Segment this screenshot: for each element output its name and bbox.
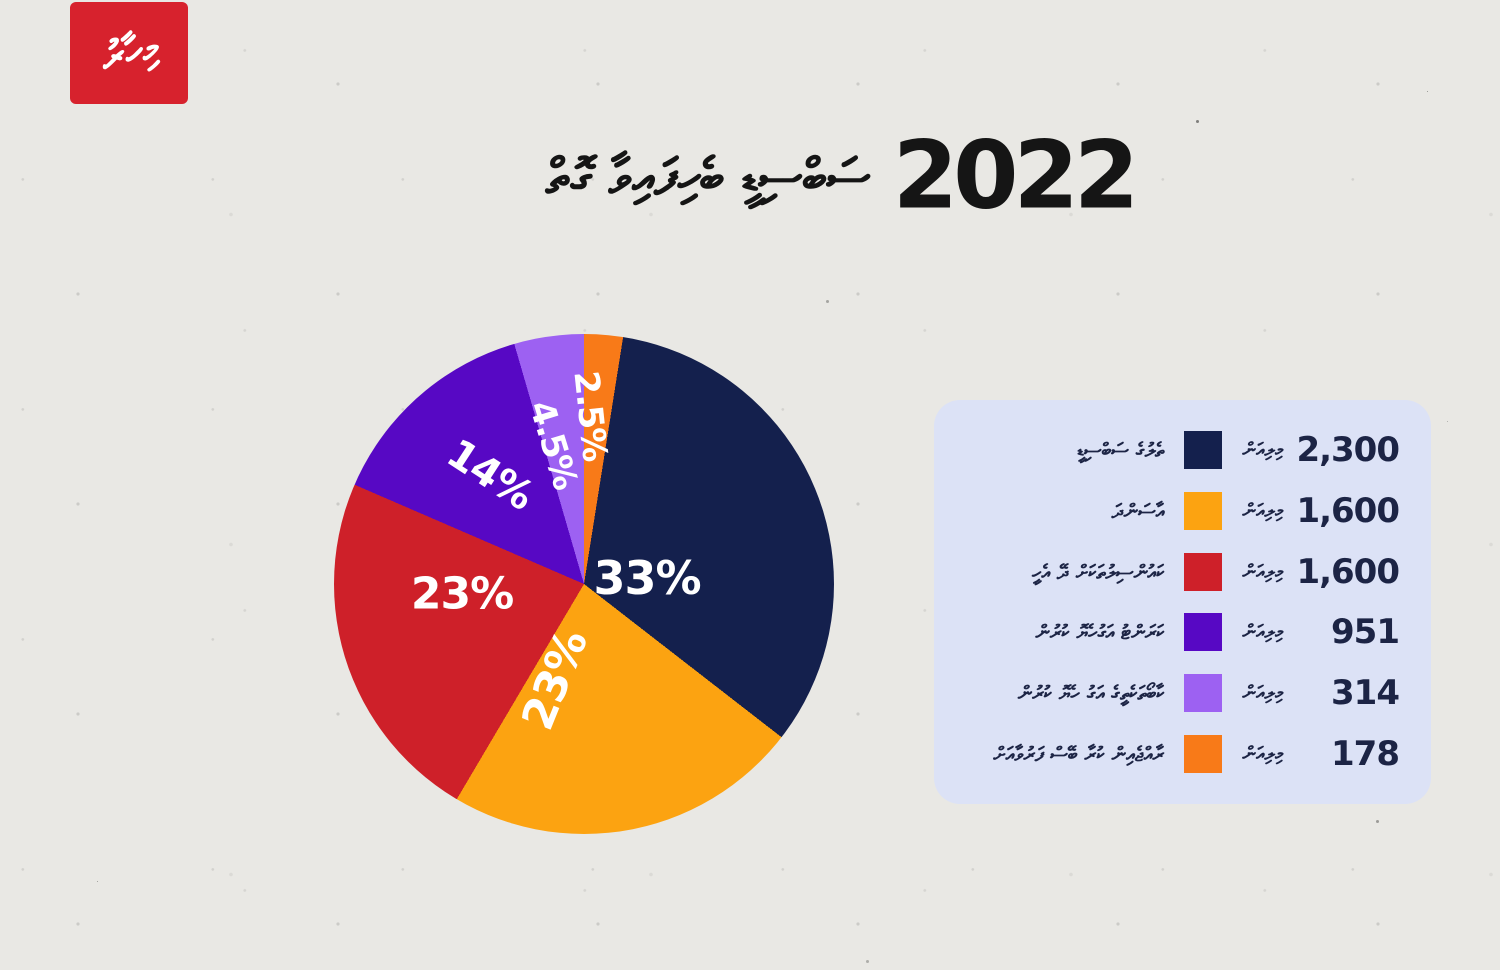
pie-slice-percent-label: 33% [593,551,701,605]
legend-row: 1,600 މިލިއަން ކައުންސިލުތަކަށް ދޭ އެހީ [966,551,1400,592]
legend-value: 314 [1331,673,1400,714]
legend-unit-label: މިލިއަން [1242,742,1283,765]
title-year: 2022 [892,121,1140,231]
legend-value: 1,600 [1296,551,1400,592]
legend-category-label: ކާބޯތަކެތީގެ އަގު ހެޔޮ ކުރުން [1017,681,1165,706]
legend-color-swatch [1184,552,1223,591]
legend-unit-label: މިލިއަން [1242,682,1283,705]
legend-unit-label: މިލިއަން [1242,499,1283,522]
legend-category-label: ތެލުގެ ސަބްސިޑީ [1077,438,1165,462]
legend-category-label: އާސަންދަ [1111,498,1165,523]
legend-unit-label: މިލިއަން [1242,621,1283,644]
infographic-title: 2022 ސަބްސިޑީ ބެހިފައިވާ ގޮތް [420,120,1260,233]
legend-unit-label: މިލިއަން [1242,560,1283,583]
legend-value: 1,600 [1296,490,1400,531]
title-text: ސަބްސިޑީ ބެހިފައިވާ ގޮތް [545,147,871,206]
legend-color-swatch [1184,734,1223,773]
mihaaru-logo-text: މިހާރު [96,24,162,82]
legend-row: 2,300 މިލިއަން ތެލުގެ ސަބްސިޑީ [966,430,1400,470]
legend-panel: 2,300 މިލިއަން ތެލުގެ ސަބްސިޑީ 1,600 މިލ… [934,400,1431,804]
legend-category-label: ކަރަންޓު އަގުހެޔޮ ކުރުން [1035,620,1165,645]
pie-circle [334,334,834,834]
legend-row: 951 މިލިއަން ކަރަންޓު އަގުހެޔޮ ކުރުން [966,612,1401,653]
pie-chart: 33% 23% 23% 14% 4.5% 2.5% [334,334,834,834]
legend-value: 951 [1331,612,1400,653]
legend-row: 1,600 މިލިއަން އާސަންދަ [966,490,1400,531]
pie-slice-percent-label: 23% [410,568,514,620]
legend-color-swatch [1184,431,1223,469]
legend-row: 314 މިލިއަން ކާބޯތަކެތީގެ އަގު ހެޔޮ ކުރު… [966,673,1400,714]
legend-category-label: ރާއްޖެއިން ކުރާ ބޭސް ފަރުވާއަށް [993,741,1165,766]
legend-category-label: ކައުންސިލުތަކަށް ދޭ އެހީ [1032,559,1165,584]
legend-color-swatch [1184,674,1223,713]
legend-color-swatch [1184,613,1223,652]
mihaaru-logo: މިހާރު [70,2,188,104]
legend-value: 178 [1331,733,1400,774]
legend-color-swatch [1184,491,1223,530]
legend-value: 2,300 [1296,430,1400,470]
legend-unit-label: މިލިއަން [1242,439,1283,461]
legend-row: 178 މިލިއަން ރާއްޖެއިން ކުރާ ބޭސް ފަރުވާ… [966,733,1400,774]
